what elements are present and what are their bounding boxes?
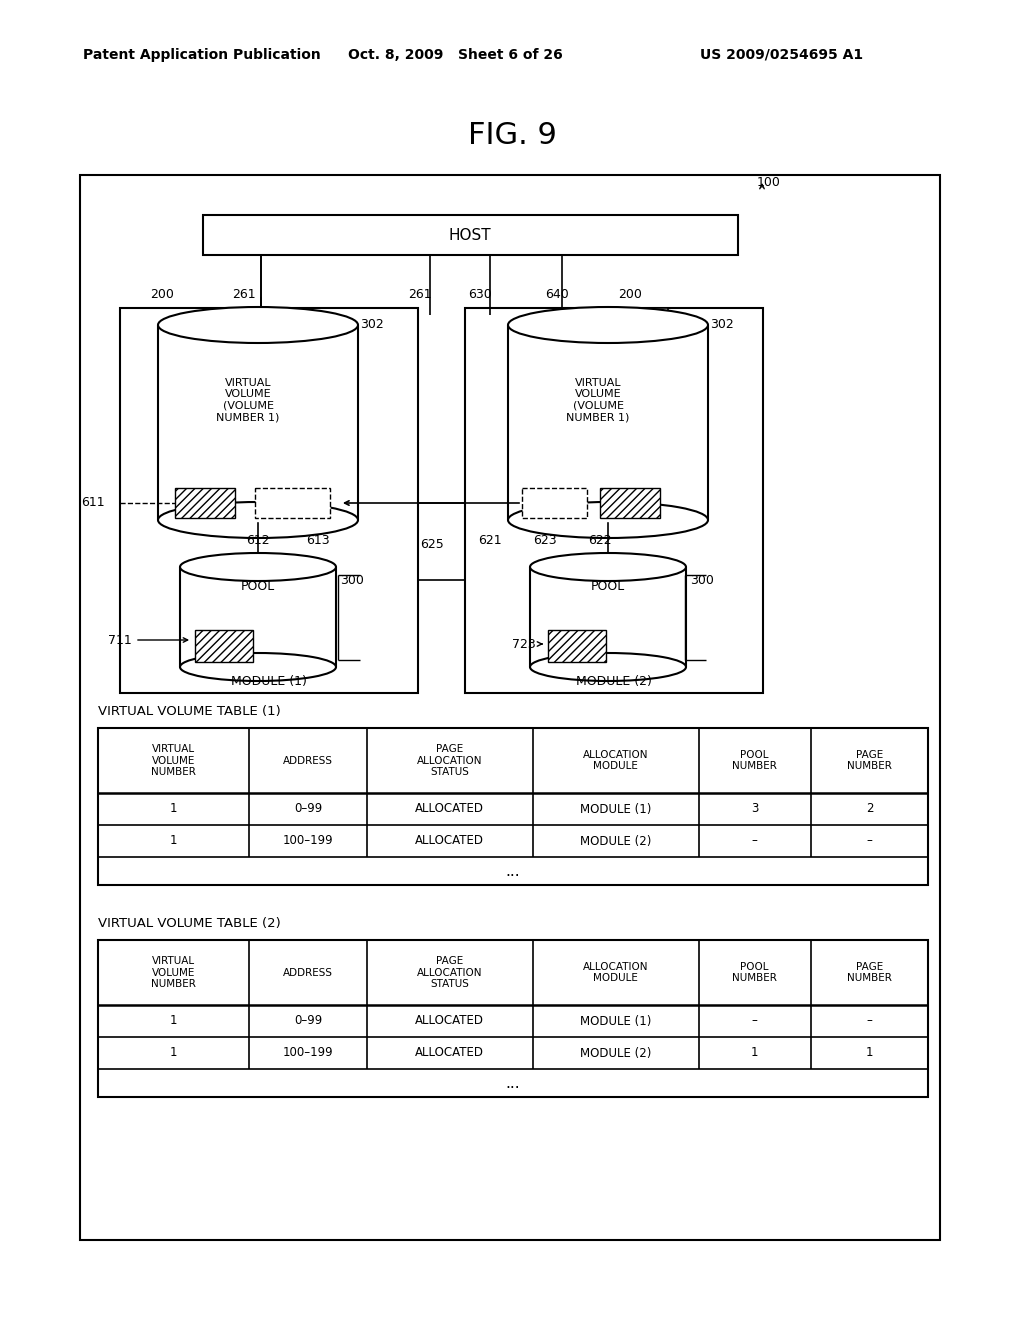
Text: 621: 621	[478, 533, 502, 546]
Text: 640: 640	[545, 289, 568, 301]
Ellipse shape	[158, 308, 358, 343]
Bar	[600, 488, 660, 517]
Text: POOL: POOL	[241, 581, 275, 594]
Text: US 2009/0254695 A1: US 2009/0254695 A1	[700, 48, 863, 62]
Bar	[618, 308, 668, 337]
Text: –: –	[752, 1015, 758, 1027]
Bar	[175, 488, 234, 517]
Text: ALLOCATION
MODULE: ALLOCATION MODULE	[583, 962, 648, 983]
Text: VIRTUAL
VOLUME
NUMBER: VIRTUAL VOLUME NUMBER	[152, 744, 197, 777]
Text: ...: ...	[506, 1076, 520, 1090]
Bar	[203, 215, 738, 255]
Text: 1: 1	[170, 803, 177, 816]
Text: VIRTUAL VOLUME TABLE (2): VIRTUAL VOLUME TABLE (2)	[98, 917, 281, 931]
Text: 0–99: 0–99	[294, 1015, 323, 1027]
Text: POOL
NUMBER: POOL NUMBER	[732, 750, 777, 771]
Text: Oct. 8, 2009   Sheet 6 of 26: Oct. 8, 2009 Sheet 6 of 26	[348, 48, 563, 62]
Text: MODULE (2): MODULE (2)	[580, 1047, 651, 1060]
Text: –: –	[866, 1015, 872, 1027]
Bar	[120, 308, 418, 693]
Text: ALLOCATED: ALLOCATED	[415, 803, 484, 816]
Bar	[80, 176, 940, 1239]
Bar	[195, 630, 253, 663]
Bar	[98, 940, 928, 1097]
Text: PAGE
NUMBER: PAGE NUMBER	[847, 750, 892, 771]
Text: 625: 625	[420, 539, 443, 552]
Text: 623: 623	[534, 533, 557, 546]
Bar	[548, 630, 606, 663]
Text: MODULE (1): MODULE (1)	[580, 1015, 651, 1027]
Bar	[98, 729, 928, 884]
Text: –: –	[866, 834, 872, 847]
Text: PAGE
ALLOCATION
STATUS: PAGE ALLOCATION STATUS	[417, 956, 482, 989]
Text: 100: 100	[757, 177, 781, 190]
Text: 0–99: 0–99	[294, 803, 323, 816]
Text: 1: 1	[865, 1047, 873, 1060]
Ellipse shape	[158, 502, 358, 539]
Text: 723: 723	[512, 638, 536, 651]
Text: 302: 302	[710, 318, 734, 331]
Text: 611: 611	[81, 496, 105, 510]
Text: MODULE (1): MODULE (1)	[580, 803, 651, 816]
Text: 300: 300	[340, 573, 364, 586]
Text: VIRTUAL VOLUME TABLE (1): VIRTUAL VOLUME TABLE (1)	[98, 705, 281, 718]
Text: ALLOCATED: ALLOCATED	[415, 1015, 484, 1027]
Ellipse shape	[508, 308, 708, 343]
Text: VIRTUAL
VOLUME
(VOLUME
NUMBER 1): VIRTUAL VOLUME (VOLUME NUMBER 1)	[216, 378, 280, 422]
Text: ADDRESS: ADDRESS	[283, 755, 333, 766]
Text: MODULE (1): MODULE (1)	[231, 676, 307, 689]
Text: ALLOCATED: ALLOCATED	[415, 834, 484, 847]
Text: MODULE (2): MODULE (2)	[577, 676, 652, 689]
Text: 1: 1	[751, 1047, 759, 1060]
Text: 261: 261	[232, 289, 256, 301]
Text: 2: 2	[865, 803, 873, 816]
Text: POOL: POOL	[591, 581, 625, 594]
Ellipse shape	[530, 653, 686, 681]
Text: 612: 612	[246, 533, 269, 546]
Text: 200: 200	[618, 289, 642, 301]
Text: PAGE
ALLOCATION
STATUS: PAGE ALLOCATION STATUS	[417, 744, 482, 777]
Text: 100–199: 100–199	[283, 1047, 333, 1060]
Ellipse shape	[508, 502, 708, 539]
Text: –: –	[752, 834, 758, 847]
Text: 613: 613	[306, 533, 330, 546]
Text: 1: 1	[170, 834, 177, 847]
Text: ALLOCATED: ALLOCATED	[415, 1047, 484, 1060]
Text: ...: ...	[506, 863, 520, 879]
Text: 261: 261	[408, 289, 432, 301]
Ellipse shape	[180, 653, 336, 681]
Text: ALLOCATION
MODULE: ALLOCATION MODULE	[583, 750, 648, 771]
Text: ADDRESS: ADDRESS	[283, 968, 333, 978]
Text: 622: 622	[588, 533, 611, 546]
Text: 711: 711	[108, 634, 132, 647]
Text: MODULE (2): MODULE (2)	[580, 834, 651, 847]
Text: HOST: HOST	[449, 227, 492, 243]
Ellipse shape	[530, 553, 686, 581]
Text: 1: 1	[170, 1015, 177, 1027]
Bar	[565, 308, 615, 337]
Text: FIG. 9: FIG. 9	[468, 120, 556, 149]
Text: 302: 302	[360, 318, 384, 331]
Text: Patent Application Publication: Patent Application Publication	[83, 48, 321, 62]
Ellipse shape	[180, 553, 336, 581]
Text: POOL
NUMBER: POOL NUMBER	[732, 962, 777, 983]
Bar	[522, 488, 587, 517]
Text: 200: 200	[150, 289, 174, 301]
Text: PAGE
NUMBER: PAGE NUMBER	[847, 962, 892, 983]
Text: 100–199: 100–199	[283, 834, 333, 847]
Bar	[234, 308, 285, 337]
Text: 300: 300	[690, 573, 714, 586]
Text: 1: 1	[170, 1047, 177, 1060]
Text: VIRTUAL
VOLUME
(VOLUME
NUMBER 1): VIRTUAL VOLUME (VOLUME NUMBER 1)	[566, 378, 630, 422]
Bar	[255, 488, 330, 517]
Text: 630: 630	[468, 289, 492, 301]
Bar	[465, 308, 763, 693]
Text: 3: 3	[751, 803, 759, 816]
Text: VIRTUAL
VOLUME
NUMBER: VIRTUAL VOLUME NUMBER	[152, 956, 197, 989]
